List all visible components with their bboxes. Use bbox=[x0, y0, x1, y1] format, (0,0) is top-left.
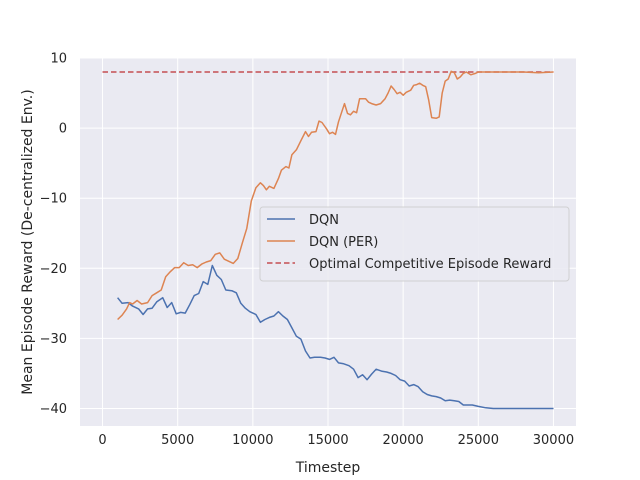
dqn-per-line bbox=[117, 70, 554, 321]
y-tick-label: −10 bbox=[40, 192, 67, 207]
x-tick-label: 15000 bbox=[307, 433, 348, 448]
x-tick-label: 30000 bbox=[533, 433, 574, 448]
y-tick-label: −40 bbox=[40, 402, 67, 417]
x-tick-label: 20000 bbox=[382, 433, 423, 448]
series-lines bbox=[102, 70, 554, 410]
x-tick-label: 0 bbox=[98, 433, 106, 448]
legend-label-dqn-per: DQN (PER) bbox=[309, 235, 378, 250]
legend-box bbox=[259, 206, 570, 282]
x-tick-label: 25000 bbox=[458, 433, 499, 448]
legend-label-dqn: DQN bbox=[309, 213, 339, 228]
x-axis-label: Timestep bbox=[295, 460, 361, 476]
y-tick-label: 0 bbox=[59, 122, 67, 137]
x-tick-label: 10000 bbox=[232, 433, 273, 448]
legend-label-optimal-reward: Optimal Competitive Episode Reward bbox=[309, 257, 551, 272]
x-tick-labels: 0 5000 10000 15000 20000 25000 30000 bbox=[98, 433, 574, 448]
y-tick-label: −20 bbox=[40, 262, 67, 277]
y-tick-label: −30 bbox=[40, 332, 67, 347]
dqn-line bbox=[117, 264, 554, 410]
y-tick-label: 10 bbox=[50, 52, 67, 67]
x-tick-label: 5000 bbox=[161, 433, 194, 448]
y-axis-label: Mean Episode Reward (De-centralized Env.… bbox=[20, 89, 36, 394]
legend: DQN DQN (PER) Optimal Competitive Episod… bbox=[259, 206, 570, 282]
y-tick-labels: −40 −30 −20 −10 0 10 bbox=[40, 52, 67, 417]
